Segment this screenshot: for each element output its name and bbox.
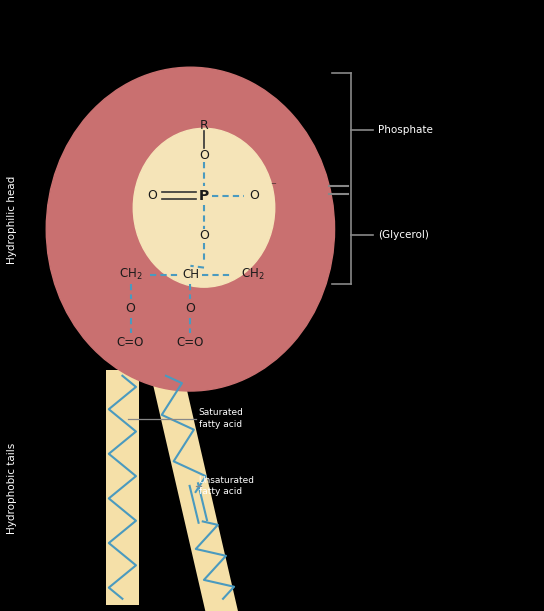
Text: (Glycerol): (Glycerol) xyxy=(378,230,429,240)
Text: P: P xyxy=(199,189,209,202)
Text: O: O xyxy=(199,149,209,163)
Text: Unsaturated
fatty acid: Unsaturated fatty acid xyxy=(199,476,255,496)
Text: O: O xyxy=(147,189,157,202)
Text: CH$_2$: CH$_2$ xyxy=(241,268,265,282)
Text: CH$_2$: CH$_2$ xyxy=(119,268,143,282)
Text: O: O xyxy=(126,302,135,315)
Circle shape xyxy=(46,67,335,391)
Text: O: O xyxy=(249,189,259,202)
FancyBboxPatch shape xyxy=(106,370,139,605)
Text: R: R xyxy=(200,119,208,132)
Text: Phosphate: Phosphate xyxy=(378,125,433,135)
Polygon shape xyxy=(150,370,239,611)
Text: ⁻: ⁻ xyxy=(271,181,276,191)
Text: C=O: C=O xyxy=(177,335,204,349)
Text: Saturated
fatty acid: Saturated fatty acid xyxy=(199,409,243,428)
Text: C=O: C=O xyxy=(117,335,144,349)
Text: Hydrophobic tails: Hydrophobic tails xyxy=(7,443,17,535)
Circle shape xyxy=(133,128,275,287)
Text: O: O xyxy=(199,229,209,242)
Text: CH: CH xyxy=(182,268,199,282)
Text: Hydrophilic head: Hydrophilic head xyxy=(7,176,17,264)
Text: O: O xyxy=(186,302,195,315)
